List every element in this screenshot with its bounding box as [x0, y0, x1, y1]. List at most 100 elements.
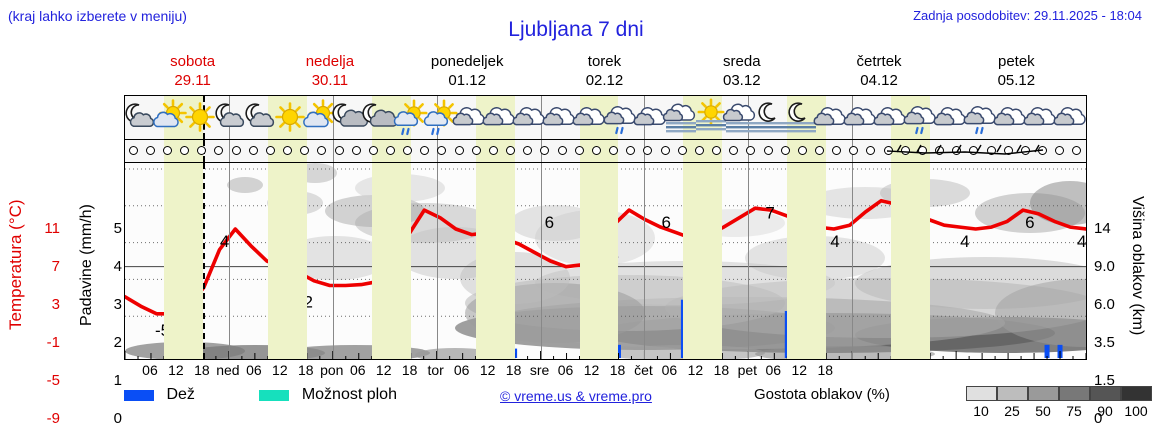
time-tick-21: 12: [687, 362, 704, 378]
shower-legend-swatch: [259, 389, 290, 401]
precip-bar-6: [1044, 344, 1050, 358]
calm-wind-icon: [694, 146, 704, 155]
cloud-density-legend-title: Gostota oblakov (%): [754, 386, 890, 403]
cloud-height-tick-0: 14: [1094, 220, 1111, 237]
calm-wind-icon: [368, 146, 378, 155]
temp-label-7: 6: [661, 213, 670, 232]
day-date: 29.11: [174, 72, 211, 89]
precip-bar-1: [615, 344, 621, 358]
time-tick-13: 12: [479, 362, 496, 378]
calm-wind-icon: [523, 146, 533, 155]
wind-symbol-4: [194, 143, 210, 159]
weather-icon-strip: [124, 95, 1087, 140]
calm-wind-icon: [162, 146, 172, 155]
cloud-density-swatch-25: [997, 386, 1028, 401]
calm-wind-icon: [712, 146, 722, 155]
cloud-density-swatch-75: [1059, 386, 1090, 401]
wind-symbol-25: [555, 143, 571, 159]
wind-symbol-9: [280, 143, 296, 159]
wind-symbol-54: [1052, 143, 1068, 159]
cloud-height-axis-title: Višina oblakov (km): [1129, 196, 1146, 336]
calm-wind-icon: [180, 146, 190, 155]
day-name: ponedeljek: [430, 53, 504, 70]
time-tick-25: 12: [791, 362, 808, 378]
location-menu-note: (kraj lahko izberete v meniju): [8, 8, 187, 24]
forecast-plot: -54-2606364747464: [124, 95, 1087, 360]
calm-wind-icon: [815, 146, 824, 155]
time-tick-11: tor: [427, 362, 444, 378]
cloud-density-swatch-50: [1028, 386, 1059, 401]
temperature-tick-0: 11: [44, 220, 60, 237]
temperature-tick-5: -9: [46, 410, 60, 427]
calm-wind-icon: [300, 146, 310, 155]
rain-legend-label: Dež: [166, 386, 195, 403]
calm-wind-icon: [334, 146, 344, 155]
time-tick-2: 18: [194, 362, 210, 378]
day-date: 30.11: [311, 72, 349, 89]
calm-wind-icon: [866, 146, 876, 155]
wind-symbol-21: [486, 143, 502, 159]
wind-symbol-11: [314, 143, 330, 159]
day-separator-7: [852, 163, 854, 359]
time-tick-24: 06: [765, 362, 782, 378]
wind-symbol-15: [383, 143, 399, 159]
wind-symbol-3: [177, 143, 193, 159]
wind-symbol-20: [469, 143, 485, 159]
calm-wind-icon: [506, 146, 516, 155]
calm-wind-icon: [677, 146, 687, 155]
sun-icon: [270, 98, 310, 138]
day-name: sobota: [170, 53, 216, 70]
wind-symbol-26: [572, 143, 588, 159]
cloud-icon: [570, 98, 610, 138]
temp-label-9: 7: [765, 204, 774, 223]
wind-symbol-7: [246, 143, 262, 159]
moon-cloud-icon: [240, 98, 280, 138]
calm-wind-icon: [609, 146, 619, 155]
cloud-showers-icon: [961, 98, 1001, 138]
calm-wind-icon: [231, 146, 241, 155]
wind-symbol-41: [829, 143, 845, 159]
moon-cloud-icon: [210, 98, 250, 138]
wind-symbol-18: [434, 143, 450, 159]
wind-symbol-14: [366, 143, 382, 159]
wind-symbol-13: [349, 143, 365, 159]
time-tick-5: 12: [272, 362, 288, 378]
time-tick-3: ned: [216, 362, 240, 378]
time-tick-9: 12: [375, 362, 392, 378]
wind-symbol-45: [898, 143, 914, 159]
cloud-icon: [1021, 98, 1061, 138]
wind-symbol-33: [692, 143, 708, 159]
moon-cloud-icon: [120, 98, 160, 138]
copyright-link[interactable]: © vreme.us & vreme.pro: [500, 388, 652, 404]
moon-fog-icon: [751, 98, 791, 138]
precipitation-tick-3: 2: [113, 334, 122, 351]
calm-wind-icon: [420, 146, 430, 155]
calm-wind-icon: [900, 146, 910, 155]
precipitation-tick-2: 3: [113, 296, 122, 313]
calm-wind-icon: [591, 146, 601, 155]
temperature-tick-2: 3: [51, 296, 60, 313]
wind-symbol-31: [658, 143, 674, 159]
wind-symbol-43: [863, 143, 879, 159]
wind-symbol-29: [623, 143, 639, 159]
daylight-band-3: [475, 163, 515, 359]
day-name: sreda: [723, 53, 761, 70]
day-separator-5: [644, 163, 646, 359]
cloud-density-tick-5: 100: [1124, 403, 1148, 419]
wind-symbol-24: [537, 143, 553, 159]
time-tick-26: 18: [817, 362, 834, 378]
precipitation-tick-0: 5: [113, 220, 122, 237]
wind-symbol-5: [211, 143, 227, 159]
calm-wind-icon: [265, 146, 275, 155]
day-name: torek: [587, 53, 622, 70]
time-tick-12: 06: [453, 362, 470, 378]
time-tick-8: 06: [349, 362, 366, 378]
wind-symbol-strip: [124, 140, 1087, 162]
wind-symbol-1: [143, 143, 159, 159]
day-separator-2: [332, 140, 334, 162]
day-header-2: nedelja 30.11: [261, 52, 398, 90]
day-date: 04.12: [860, 72, 898, 89]
temperature-axis-title: Temperatura (°C): [6, 199, 25, 331]
time-tick-4: 06: [246, 362, 262, 378]
day-header-3: ponedeljek 01.12: [399, 52, 536, 90]
